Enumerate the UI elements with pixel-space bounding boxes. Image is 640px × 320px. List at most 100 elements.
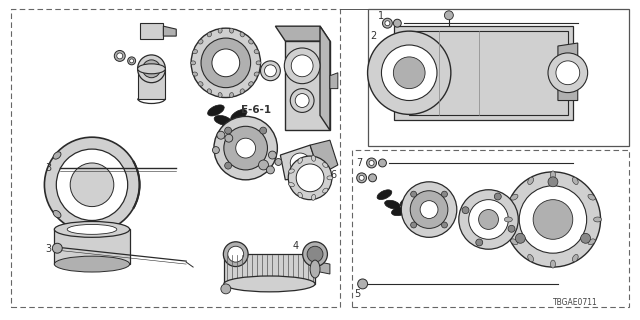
Ellipse shape (588, 194, 595, 200)
Ellipse shape (260, 61, 280, 81)
Ellipse shape (143, 60, 161, 78)
Text: 5: 5 (355, 289, 361, 299)
Ellipse shape (138, 55, 165, 83)
Text: TBGAE0711: TBGAE0711 (553, 298, 598, 307)
Text: 6: 6 (330, 170, 336, 180)
Text: 4: 4 (292, 241, 298, 251)
Ellipse shape (224, 276, 315, 292)
Ellipse shape (323, 188, 328, 193)
Circle shape (260, 162, 267, 169)
Ellipse shape (550, 260, 556, 268)
Ellipse shape (298, 158, 303, 164)
Circle shape (291, 153, 310, 173)
Circle shape (580, 233, 591, 243)
Polygon shape (140, 23, 163, 39)
Circle shape (52, 243, 62, 253)
Circle shape (394, 19, 401, 27)
Polygon shape (310, 140, 338, 175)
Circle shape (369, 161, 374, 165)
Circle shape (494, 193, 501, 200)
Ellipse shape (53, 211, 61, 218)
Circle shape (212, 147, 220, 154)
Ellipse shape (312, 156, 316, 161)
Ellipse shape (550, 171, 556, 179)
Circle shape (295, 93, 309, 108)
Ellipse shape (218, 92, 222, 98)
Ellipse shape (327, 176, 333, 180)
Circle shape (291, 89, 314, 112)
Circle shape (358, 279, 367, 289)
Circle shape (548, 177, 558, 187)
Ellipse shape (312, 195, 316, 200)
Circle shape (401, 182, 457, 237)
Circle shape (442, 222, 447, 228)
Polygon shape (52, 158, 67, 200)
Ellipse shape (572, 177, 578, 185)
Ellipse shape (377, 190, 392, 200)
Ellipse shape (248, 40, 253, 44)
Circle shape (410, 191, 448, 228)
Circle shape (444, 11, 453, 20)
Ellipse shape (54, 221, 130, 237)
Ellipse shape (198, 82, 203, 86)
Ellipse shape (504, 217, 512, 222)
Ellipse shape (223, 242, 248, 267)
Bar (352, 150, 629, 307)
Polygon shape (558, 43, 578, 100)
Ellipse shape (254, 72, 259, 76)
Circle shape (359, 175, 364, 180)
Ellipse shape (198, 40, 203, 44)
Ellipse shape (254, 50, 259, 54)
Ellipse shape (588, 239, 595, 245)
Ellipse shape (264, 65, 276, 77)
Ellipse shape (191, 61, 196, 65)
Circle shape (191, 28, 260, 98)
Ellipse shape (67, 224, 116, 234)
Circle shape (420, 201, 438, 219)
Circle shape (381, 45, 437, 100)
Circle shape (556, 61, 580, 85)
Circle shape (225, 162, 232, 169)
Circle shape (284, 48, 320, 84)
Ellipse shape (218, 28, 222, 33)
Ellipse shape (214, 116, 232, 125)
Ellipse shape (298, 192, 303, 198)
Circle shape (217, 131, 225, 139)
Circle shape (115, 51, 125, 61)
Circle shape (506, 172, 600, 267)
Circle shape (70, 163, 114, 207)
Circle shape (476, 239, 483, 246)
Polygon shape (394, 26, 573, 120)
Polygon shape (330, 73, 338, 89)
Circle shape (378, 159, 387, 167)
Ellipse shape (207, 89, 212, 93)
Ellipse shape (54, 256, 130, 272)
Circle shape (367, 31, 451, 114)
Circle shape (515, 233, 525, 243)
Polygon shape (275, 26, 330, 41)
Text: 3: 3 (45, 244, 51, 254)
Circle shape (221, 284, 231, 294)
Ellipse shape (289, 182, 294, 187)
Circle shape (201, 38, 251, 88)
Bar (11, 9, 340, 307)
Ellipse shape (392, 207, 407, 216)
Text: 2: 2 (371, 31, 377, 41)
Circle shape (56, 149, 128, 220)
Circle shape (411, 222, 417, 228)
Text: E-6-1: E-6-1 (241, 105, 271, 116)
Ellipse shape (256, 61, 261, 65)
Circle shape (275, 158, 282, 165)
Circle shape (533, 200, 573, 239)
Ellipse shape (240, 32, 244, 37)
Ellipse shape (193, 72, 198, 76)
Circle shape (225, 134, 233, 142)
Ellipse shape (207, 105, 224, 116)
Circle shape (296, 164, 324, 192)
Ellipse shape (289, 169, 294, 173)
Circle shape (224, 126, 268, 170)
Ellipse shape (222, 122, 239, 131)
Ellipse shape (230, 109, 247, 121)
Ellipse shape (323, 163, 328, 168)
Polygon shape (409, 31, 568, 116)
